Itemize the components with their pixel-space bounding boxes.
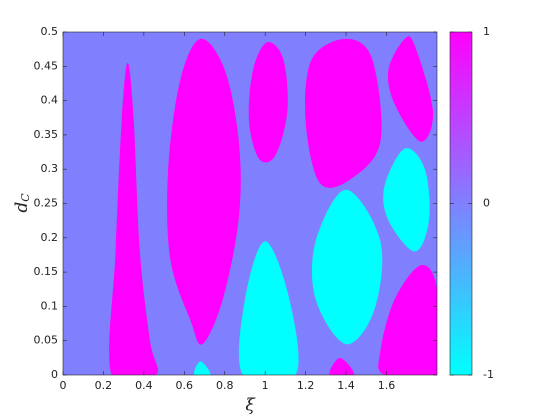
- colorbar-tick-label: 1: [483, 25, 490, 38]
- region: [238, 241, 299, 375]
- region: [248, 42, 288, 163]
- x-tick-label: 1.2: [297, 379, 315, 392]
- y-tick-label: 0.3: [41, 162, 59, 175]
- y-axis-label-main: d: [12, 202, 32, 213]
- plot-area: [63, 32, 437, 375]
- y-tick-label: 0.2: [41, 231, 59, 244]
- colorbar-tick-label: 0: [483, 197, 490, 210]
- x-tick-label: 1.6: [378, 379, 396, 392]
- region: [305, 38, 382, 188]
- region: [329, 357, 355, 375]
- region: [194, 361, 211, 375]
- x-tick-label: 0.6: [176, 379, 194, 392]
- region: [378, 265, 437, 375]
- x-tick-label: 0.8: [216, 379, 234, 392]
- region: [167, 38, 241, 345]
- y-tick-label: 0.45: [34, 59, 59, 72]
- y-tick-label: 0.4: [41, 94, 59, 107]
- y-tick-label: 0.05: [34, 334, 59, 347]
- y-tick-label: 0.15: [34, 265, 59, 278]
- y-tick-label: 0.5: [41, 25, 59, 38]
- y-axis-label-subscript: C: [19, 193, 32, 202]
- x-tick-label: 1.4: [337, 379, 355, 392]
- y-axis-label: dC: [12, 193, 33, 213]
- region: [387, 36, 434, 142]
- x-tick-label: 1: [262, 379, 269, 392]
- y-tick-label: 0.35: [34, 128, 59, 141]
- region: [311, 189, 383, 345]
- x-axis-label: ξ: [245, 396, 256, 416]
- x-tick-label: 0.2: [95, 379, 113, 392]
- colorbar-tick-label: -1: [483, 368, 494, 381]
- x-tick-label: 0.4: [135, 379, 153, 392]
- y-tick-label: 0.1: [41, 299, 59, 312]
- x-tick-label: 0: [60, 379, 67, 392]
- y-tick-label: 0.25: [34, 197, 59, 210]
- region: [109, 62, 159, 375]
- region: [383, 148, 430, 252]
- y-tick-label: 0: [51, 368, 58, 381]
